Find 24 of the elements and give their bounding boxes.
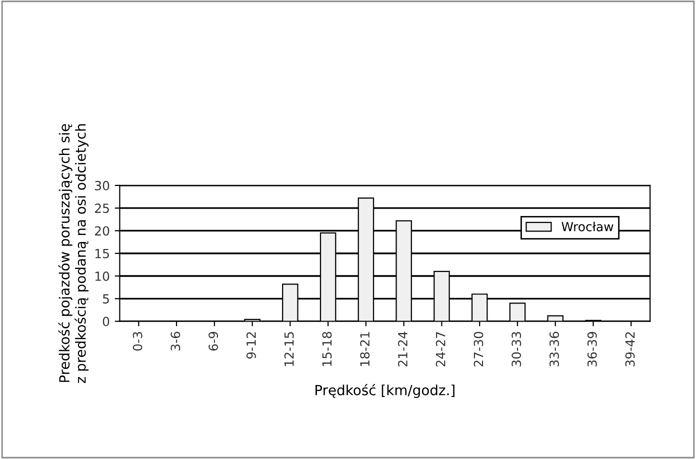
x-tick-label: 15-18 [322,332,332,366]
x-tick-label: 36-39 [587,332,597,366]
y-tick-label: 5 [103,294,109,304]
x-tick-label: 21-24 [398,332,408,366]
x-tick-label: 33-36 [550,332,559,366]
y-tick-label: 10 [95,271,110,281]
y-tick-label: 25 [95,204,109,214]
x-tick-label: 9-12 [246,332,256,359]
x-tick-label: 30-33 [512,332,522,366]
x-tick-label: 27-30 [474,332,484,366]
x-tick-label: 18-21 [360,332,370,366]
y-tick-label: 30 [95,180,110,190]
x-tick-label: 3-6 [170,332,180,350]
y-tick-label: 0 [102,316,110,326]
x-tick-label: 24-27 [436,332,446,366]
legend-label: Wrocław [562,222,614,232]
x-tick-label: 39-42 [625,332,635,366]
x-tick-label: 6-9 [208,332,218,351]
x-tick-label: 12-15 [284,332,294,366]
x-tick-label: 0-3 [132,332,142,351]
y-tick-label: 20 [95,226,110,236]
y-axis-title: Predkość pojazdów poruszających się z predkością podaną na osi odcietych [58,124,89,384]
y-tick-label: 15 [95,249,109,258]
x-axis-title: Prędkość [km/godz.] [316,384,454,398]
